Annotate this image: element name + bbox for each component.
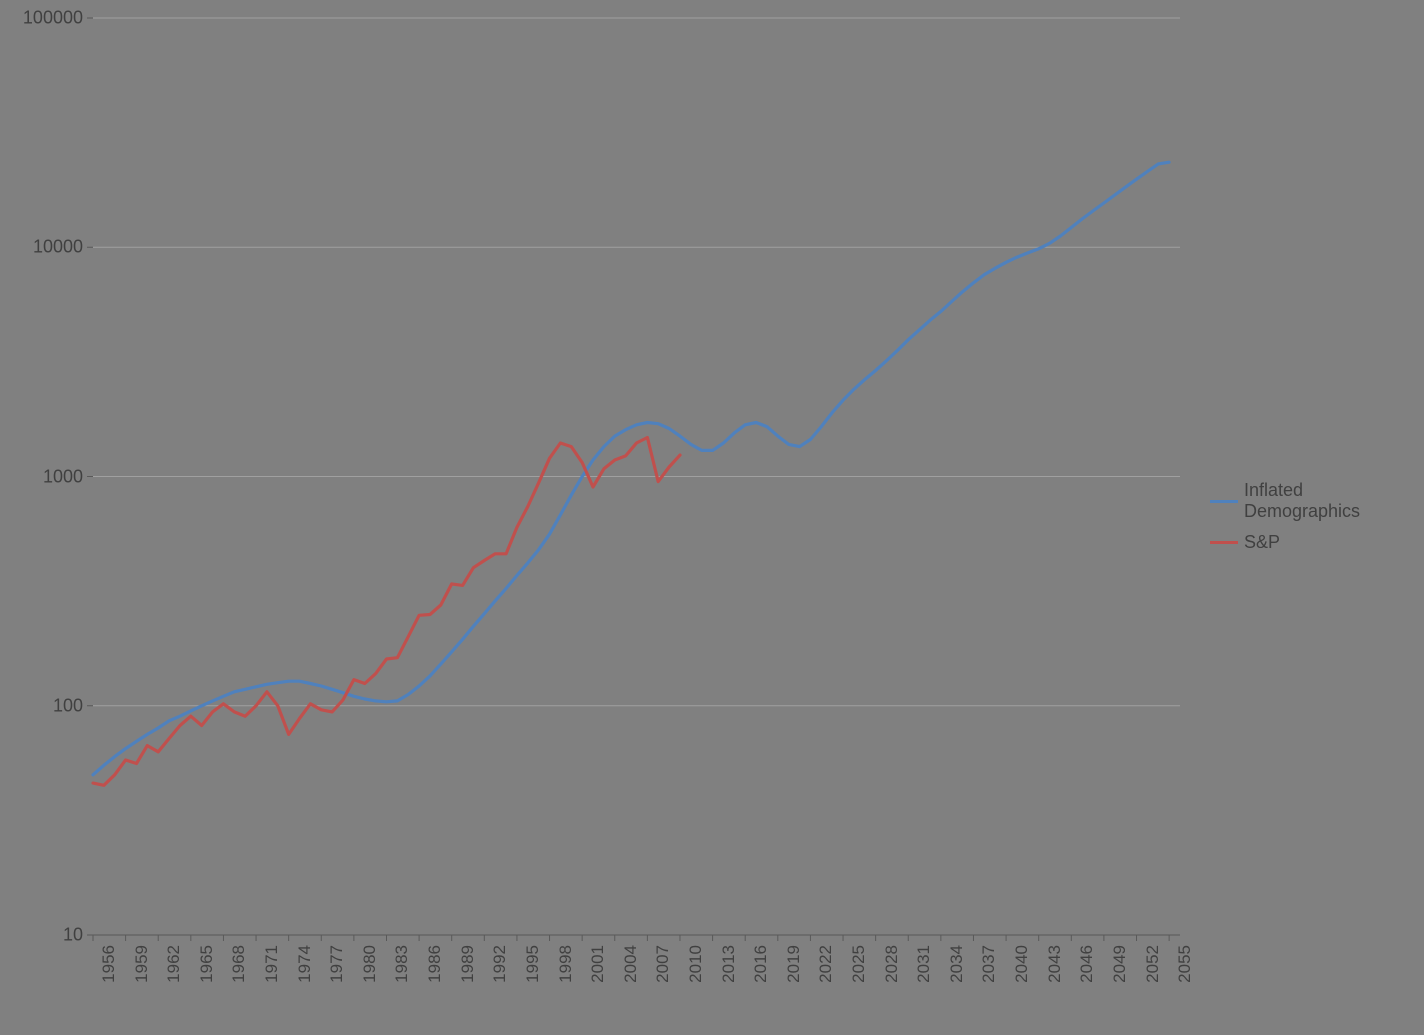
y-tick-label: 10 — [3, 925, 83, 946]
x-tick-label: 2037 — [979, 945, 999, 983]
x-tick-label: 2049 — [1110, 945, 1130, 983]
y-tick-label: 10000 — [3, 237, 83, 258]
y-tick-label: 100000 — [3, 8, 83, 29]
x-tick-label: 2001 — [588, 945, 608, 983]
x-tick-label: 2052 — [1143, 945, 1163, 983]
x-tick-label: 2055 — [1175, 945, 1195, 983]
legend: Inflated Demographics S&P — [1210, 480, 1424, 563]
x-tick-label: 2043 — [1045, 945, 1065, 983]
x-tick-label: 2004 — [621, 945, 641, 983]
x-tick-label: 1980 — [360, 945, 380, 983]
x-tick-label: 2034 — [947, 945, 967, 983]
legend-item: S&P — [1210, 532, 1424, 553]
x-tick-label: 2040 — [1012, 945, 1032, 983]
x-tick-label: 2007 — [653, 945, 673, 983]
x-tick-label: 1977 — [327, 945, 347, 983]
x-tick-label: 1968 — [229, 945, 249, 983]
x-tick-label: 1962 — [164, 945, 184, 983]
x-tick-label: 2028 — [882, 945, 902, 983]
x-tick-label: 1965 — [197, 945, 217, 983]
x-tick-label: 2010 — [686, 945, 706, 983]
x-tick-label: 2016 — [751, 945, 771, 983]
legend-label: S&P — [1244, 532, 1280, 553]
legend-swatch — [1210, 500, 1238, 503]
x-tick-label: 1971 — [262, 945, 282, 983]
x-tick-label: 1989 — [458, 945, 478, 983]
x-tick-label: 1974 — [295, 945, 315, 983]
x-tick-label: 1995 — [523, 945, 543, 983]
legend-label: Inflated Demographics — [1244, 480, 1424, 522]
x-tick-label: 1986 — [425, 945, 445, 983]
x-tick-label: 1983 — [392, 945, 412, 983]
y-tick-label: 1000 — [3, 466, 83, 487]
x-tick-label: 2025 — [849, 945, 869, 983]
x-tick-label: 2031 — [914, 945, 934, 983]
x-tick-label: 1992 — [490, 945, 510, 983]
legend-item: Inflated Demographics — [1210, 480, 1424, 522]
x-tick-label: 1956 — [99, 945, 119, 983]
x-tick-label: 1959 — [132, 945, 152, 983]
x-tick-label: 2022 — [816, 945, 836, 983]
x-tick-label: 2046 — [1077, 945, 1097, 983]
legend-swatch — [1210, 541, 1238, 544]
y-tick-label: 100 — [3, 695, 83, 716]
x-tick-label: 2019 — [784, 945, 804, 983]
x-tick-label: 1998 — [556, 945, 576, 983]
x-tick-label: 2013 — [719, 945, 739, 983]
